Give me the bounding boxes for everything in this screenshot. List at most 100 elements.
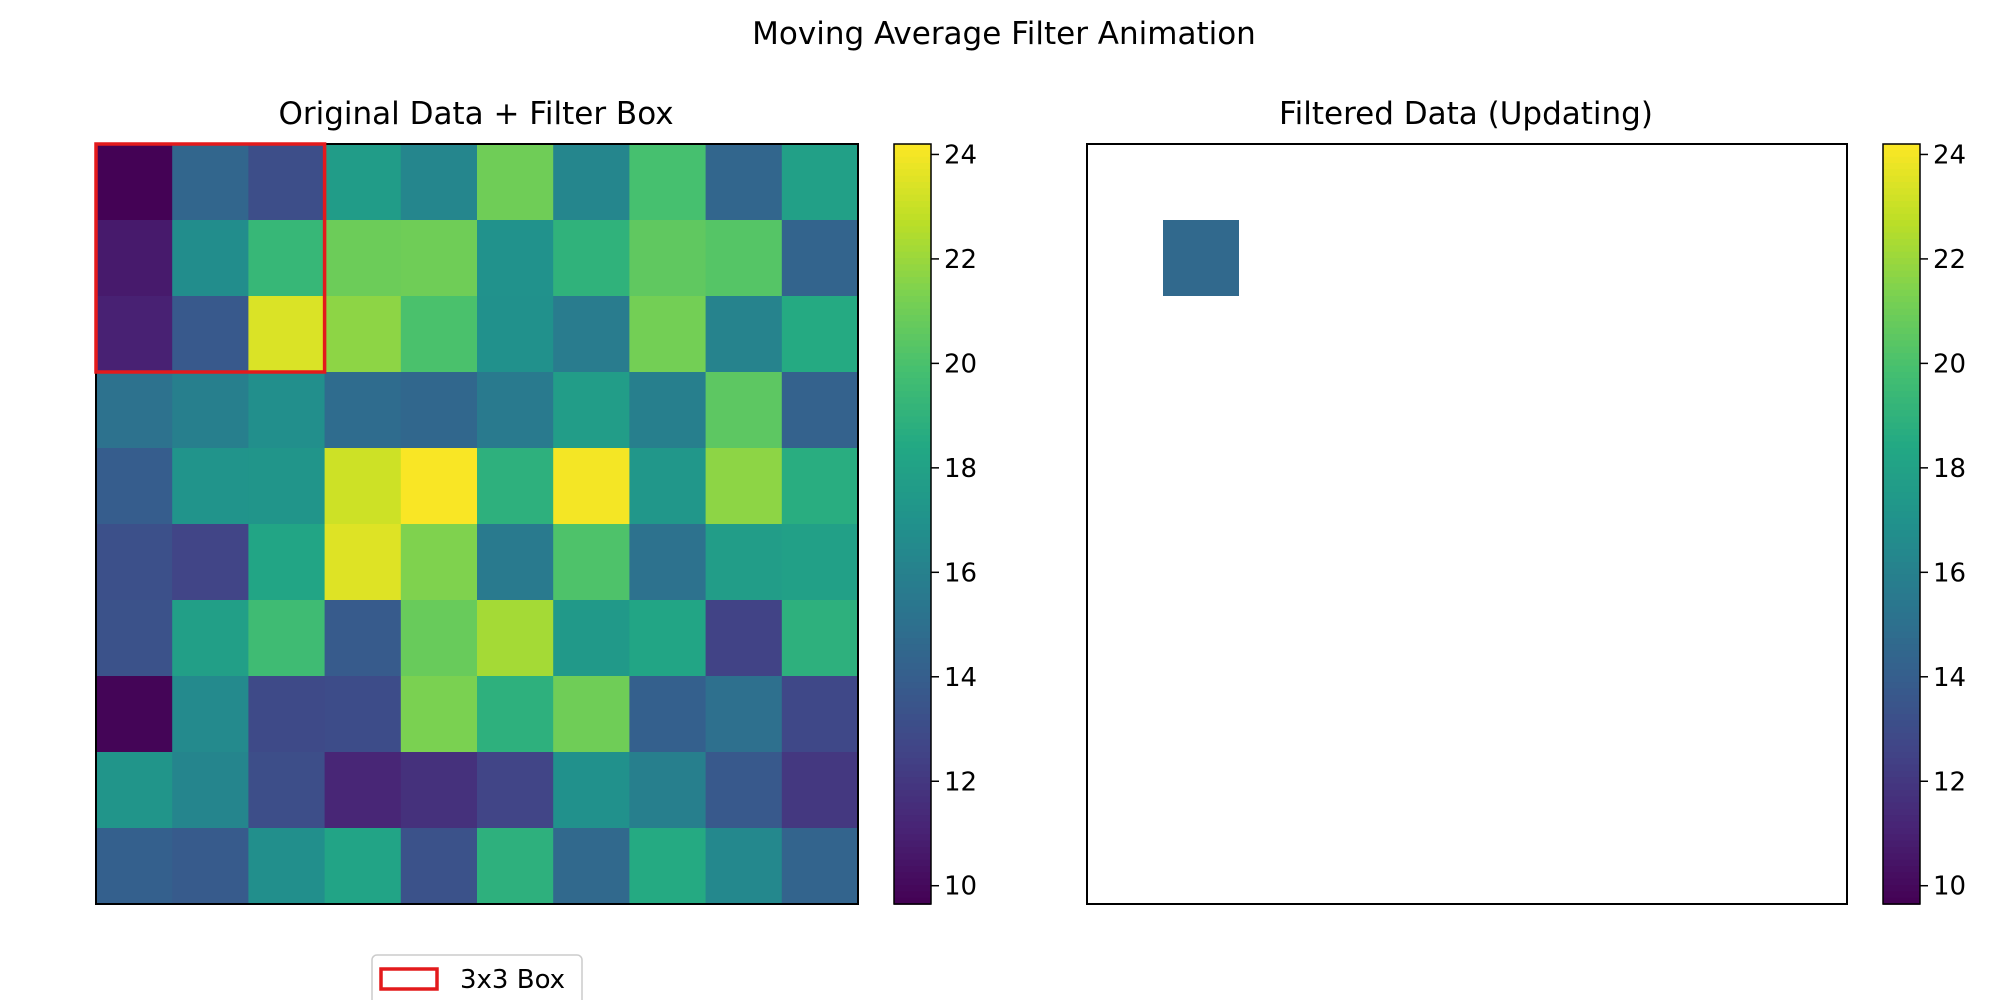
colorbar-segment: [894, 327, 931, 335]
heatmap-cell: [172, 828, 249, 905]
colorbar-segment: [1883, 669, 1920, 677]
colorbar-segment: [1883, 657, 1920, 665]
colorbar-tick-label: 10: [944, 872, 977, 902]
colorbar-segment: [894, 676, 931, 684]
colorbar-segment: [894, 568, 931, 576]
heatmap-cell: [96, 524, 173, 601]
colorbar-segment: [1883, 441, 1920, 449]
colorbar-segment: [894, 758, 931, 766]
heatmap-cell: [781, 600, 859, 677]
heatmap-cell: [477, 752, 554, 829]
colorbar-segment: [1883, 593, 1920, 601]
colorbar-segment: [1883, 720, 1920, 728]
colorbar-segment: [894, 435, 931, 443]
figure-title: Moving Average Filter Animation: [752, 16, 1256, 52]
heatmap-cell: [629, 372, 707, 449]
left-heatmap: [96, 144, 859, 905]
colorbar-segment: [1883, 492, 1920, 500]
colorbar-segment: [894, 536, 931, 544]
heatmap-cell: [477, 448, 554, 525]
colorbar-segment: [894, 847, 931, 855]
colorbar-segment: [894, 289, 931, 297]
colorbar-segment: [1883, 391, 1920, 399]
heatmap-cell: [781, 372, 859, 449]
colorbar-segment: [1883, 587, 1920, 595]
colorbar-segment: [1883, 771, 1920, 779]
colorbar-segment: [894, 283, 931, 291]
heatmap-cell: [781, 524, 859, 601]
heatmap-cell: [324, 296, 402, 373]
colorbar-segment: [1883, 682, 1920, 690]
colorbar-segment: [1883, 353, 1920, 361]
colorbar-segment: [894, 277, 931, 285]
heatmap-cell: [553, 144, 630, 221]
colorbar-segment: [894, 650, 931, 658]
colorbar-segment: [894, 416, 931, 424]
colorbar-segment: [894, 460, 931, 468]
colorbar-segment: [1883, 277, 1920, 285]
colorbar-segment: [894, 251, 931, 259]
colorbar-segment: [894, 365, 931, 373]
colorbar-segment: [1883, 327, 1920, 335]
heatmap-cell: [96, 752, 173, 829]
heatmap-cell: [324, 676, 402, 753]
colorbar-segment: [894, 384, 931, 392]
heatmap-cell: [781, 220, 859, 297]
colorbar-segment: [894, 239, 931, 247]
colorbar-tick-label: 22: [944, 245, 977, 275]
colorbar-segment: [894, 524, 931, 532]
colorbar-segment: [1883, 473, 1920, 481]
colorbar-segment: [894, 745, 931, 753]
colorbar-segment: [894, 555, 931, 563]
heatmap-cell: [248, 828, 326, 905]
heatmap-cell: [477, 220, 554, 297]
filtered-cell: [1163, 220, 1239, 296]
right-heatmap: [1163, 220, 1239, 296]
heatmap-cell: [172, 144, 249, 221]
colorbar-segment: [894, 207, 931, 215]
colorbar-segment: [1883, 454, 1920, 462]
colorbar-segment: [1883, 169, 1920, 177]
heatmap-cell: [248, 220, 326, 297]
colorbar-segment: [1883, 707, 1920, 715]
heatmap-cell: [477, 372, 554, 449]
heatmap-cell: [553, 600, 630, 677]
heatmap-cell: [477, 296, 554, 373]
heatmap-cell: [248, 448, 326, 525]
heatmap-cell: [781, 828, 859, 905]
colorbar-segment: [1883, 213, 1920, 221]
colorbar-segment: [1883, 555, 1920, 563]
colorbar-segment: [1883, 821, 1920, 829]
colorbar-segment: [1883, 251, 1920, 259]
colorbar-segment: [1883, 479, 1920, 487]
colorbar-segment: [894, 581, 931, 589]
colorbar-segment: [894, 783, 931, 791]
colorbar-segment: [894, 486, 931, 494]
colorbar-segment: [1883, 302, 1920, 310]
colorbar-segment: [1883, 897, 1920, 905]
heatmap-cell: [96, 372, 173, 449]
colorbar-segment: [1883, 872, 1920, 880]
left-heatmap-frame: [95, 143, 859, 905]
colorbar-segment: [1883, 156, 1920, 164]
heatmap-cell: [172, 448, 249, 525]
colorbar-segment: [1883, 733, 1920, 741]
colorbar-segment: [1883, 562, 1920, 570]
colorbar-segment: [1883, 631, 1920, 639]
heatmap-cell: [248, 296, 326, 373]
heatmap-cell: [629, 144, 707, 221]
colorbar-segment: [1883, 422, 1920, 430]
colorbar-segment: [894, 346, 931, 354]
heatmap-cell: [248, 676, 326, 753]
colorbar-segment: [894, 891, 931, 899]
colorbar-segment: [894, 714, 931, 722]
colorbar-segment: [1883, 435, 1920, 443]
colorbar-segment: [894, 809, 931, 817]
heatmap-cell: [781, 752, 859, 829]
colorbar-segment: [1883, 796, 1920, 804]
colorbar-segment: [1883, 866, 1920, 874]
colorbar-segment: [894, 454, 931, 462]
colorbar-segment: [894, 302, 931, 310]
colorbar-segment: [894, 182, 931, 190]
colorbar-segment: [894, 308, 931, 316]
